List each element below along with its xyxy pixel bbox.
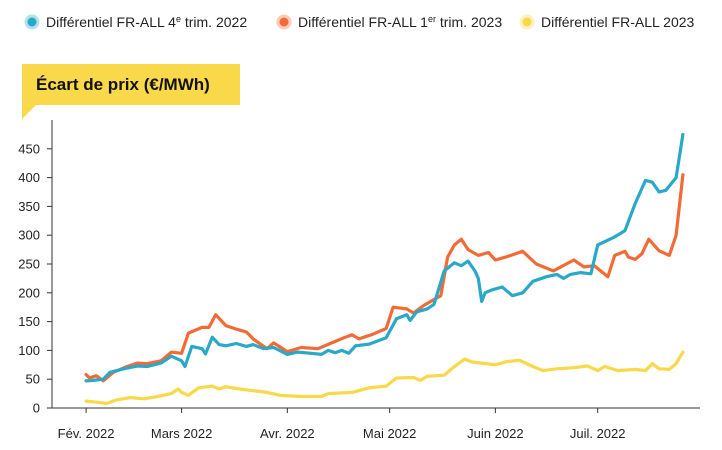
legend-marker (279, 17, 289, 27)
y-tick-label: 450 (18, 141, 40, 156)
y-tick-label: 400 (18, 170, 40, 185)
y-axis: 0 50 100 150 200 250 300 350 400 450 (18, 120, 53, 416)
plot-lines (84, 132, 685, 405)
y-tick-label: 100 (18, 343, 40, 358)
legend: Différentiel FR-ALL 4e trim. 2022 Différe… (24, 14, 695, 30)
series-line-1 (84, 132, 685, 383)
x-tick-label: Mars 2022 (151, 426, 212, 441)
title-banner (22, 64, 240, 119)
y-tick-label: 0 (33, 401, 40, 416)
legend-marker (27, 17, 37, 27)
legend-label: Différentiel FR-ALL 4e trim. 2022 (46, 14, 247, 30)
y-tick-label: 300 (18, 228, 40, 243)
series-line-3 (84, 350, 685, 405)
series-line-2 (84, 173, 685, 383)
legend-item-1: Différentiel FR-ALL 4e trim. 2022 (24, 14, 247, 30)
x-axis: Fév. 2022 Mars 2022 Avr. 2022 Mai 2022 Juin … (52, 407, 700, 441)
y-tick-label: 200 (18, 285, 40, 300)
legend-label: Différentiel FR-ALL 1er trim. 2023 (298, 14, 502, 30)
chart-title: Écart de prix (€/MWh) (22, 64, 240, 119)
y-tick-label: 150 (18, 314, 40, 329)
y-tick-label: 350 (18, 199, 40, 214)
x-tick-label: Mai 2022 (363, 426, 416, 441)
y-tick-label: 50 (26, 372, 40, 387)
legend-marker (522, 17, 532, 27)
x-tick-label: Avr. 2022 (260, 426, 315, 441)
title-text: Écart de prix (€/MWh) (36, 75, 210, 94)
legend-item-3: Différentiel FR-ALL 2023 (519, 14, 695, 30)
x-tick-label: Fév. 2022 (58, 426, 115, 441)
x-tick-label: Juin 2022 (467, 426, 523, 441)
legend-label: Différentiel FR-ALL 2023 (541, 14, 695, 30)
x-tick-label: Juil. 2022 (570, 426, 626, 441)
legend-item-2: Différentiel FR-ALL 1er trim. 2023 (276, 14, 502, 30)
y-tick-label: 250 (18, 257, 40, 272)
